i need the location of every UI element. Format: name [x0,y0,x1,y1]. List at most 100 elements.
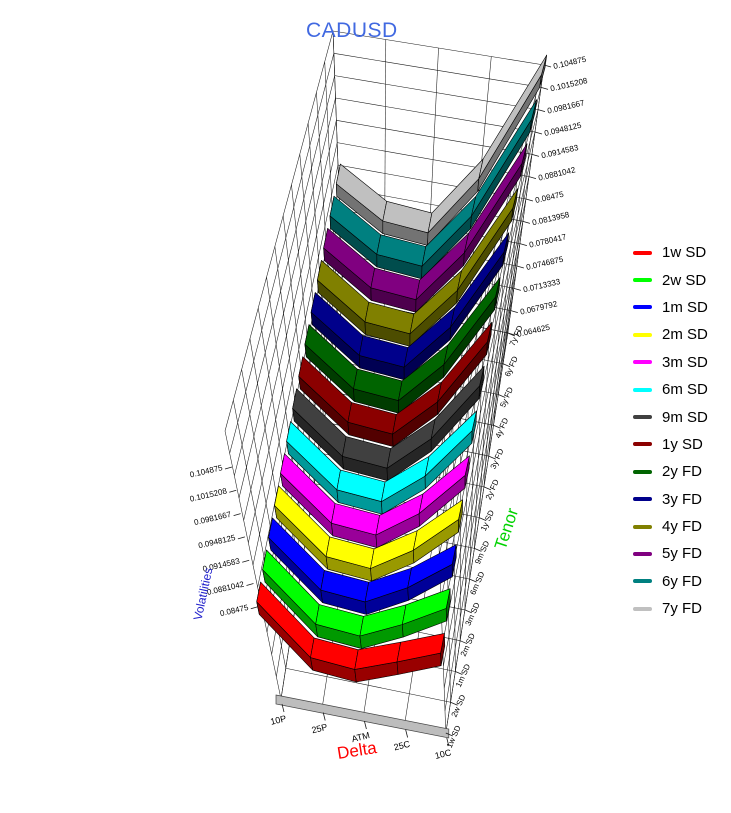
ribbon-top-face [450,232,510,328]
legend-swatch [633,332,652,337]
tenor-tick-label: 5y FD [498,385,515,408]
z-tick [540,86,549,90]
legend-swatch [633,278,652,283]
legend-label: 3y FD [662,490,703,508]
grid-line [252,164,339,566]
z-tick [516,265,524,269]
ribbon-top-face [407,544,457,589]
ribbon-1m-sd [268,517,457,615]
legend-label: 1m SD [662,298,708,316]
ribbon-top-face [463,143,528,254]
legend-label: 2w SD [662,271,707,289]
grid-line [224,30,334,432]
legend-swatch [633,360,652,365]
legend-item-3y-fd: 3y FD [633,486,708,513]
z-tick [528,176,537,180]
ribbon-6y-fd [329,99,538,280]
tenor-tick-label: 1m SD [454,662,472,688]
delta-tick-label: 10C [434,747,453,761]
tenor-tick [464,609,473,614]
delta-tick-label: 25C [393,739,412,753]
grid-line [229,53,335,454]
grid-line [474,280,487,549]
z-tick-label: 0.0713333 [522,277,561,294]
legend-label: 7y FD [662,600,703,618]
tenor-tick-label: 2y FD [484,478,501,501]
grid-line [445,332,509,734]
grid-line [444,310,512,711]
legend-item-1m-sd: 1m SD [633,294,708,321]
ribbon-4y-fd [317,188,519,347]
legend-item-6m-sd: 6m SD [633,376,708,403]
tenor-tick [445,732,453,737]
ribbon-3y-fd [310,232,510,381]
tenor-tick [474,548,482,552]
ribbon-9m-sd [292,365,485,482]
legend-swatch [633,579,652,584]
z-tick-label: 0.0813958 [531,210,570,227]
legend-label: 2m SD [662,326,708,344]
delta-tick [281,703,285,713]
grid-line [332,30,545,66]
tenor-tick-label: 6y FD [503,355,520,378]
z-tick-label: 0.104875 [552,55,587,71]
z-tick [537,109,546,113]
grid-line [488,188,512,457]
z-tick-label: 0.1015208 [549,76,588,93]
legend-item-2w-sd: 2w SD [633,266,708,293]
ribbon-series [256,54,548,683]
grid-line [443,265,518,667]
z-tick-label-left: 0.0981667 [193,510,232,527]
legend-label: 4y FD [662,518,703,536]
legend-swatch [633,415,652,420]
grid-line [243,120,337,521]
ribbon-3m-sd [280,453,470,548]
x-axis-base-strip [275,694,450,739]
chart-title: CADUSD [306,19,398,42]
legend-label: 6y FD [662,572,703,590]
delta-tick-label: 25P [310,722,328,736]
legend-swatch [633,606,652,611]
legend-item-5y-fd: 5y FD [633,540,708,567]
tenor-tick [450,701,458,706]
legend-item-6y-fd: 6y FD [633,568,708,595]
z-tick [522,220,531,224]
ribbon-top-face [437,321,493,403]
legend-swatch [633,524,652,529]
ribbon-2m-sd [274,485,463,582]
z-tick-label-left: 0.1015208 [189,486,228,503]
z-tick-left [229,489,237,493]
tenor-tick [507,332,515,337]
grid-line [238,97,336,499]
tenor-tick [469,578,477,583]
ribbon-6m-sd [286,410,477,515]
z-tick-label-left: 0.0948125 [197,533,236,550]
legend-swatch [633,442,652,447]
ribbon-top-face [471,99,538,217]
z-tick-label: 0.0780417 [528,232,567,249]
z-tick-label: 0.0746875 [525,255,564,272]
legend-item-2m-sd: 2m SD [633,321,708,348]
tenor-tick-label: 1y SD [479,509,496,533]
z-tick-label: 0.0881042 [537,165,576,182]
ribbon-2y-fd [304,277,501,414]
tenor-tick-label: 3m SD [464,601,482,627]
z-tick [534,131,543,135]
ribbon-5y-fd [323,143,528,313]
z-tick-left [237,536,246,540]
ribbon-top-face [478,54,548,179]
ribbon-top-face [401,588,451,625]
ribbon-2w-sd [262,549,451,649]
ribbon-top-face [424,410,477,477]
grid-line [282,215,315,484]
legend-item-7y-fd: 7y FD [633,595,708,622]
tenor-tick-label: 2w SD [450,693,468,718]
grid-line [248,142,338,543]
z-tick-left [233,513,241,516]
z-tick-label: 0.0981667 [546,98,585,115]
legend-item-3m-sd: 3m SD [633,349,708,376]
tenor-tick-label: 3y FD [489,447,506,470]
z-tick-label: 0.08475 [534,190,565,205]
legend-swatch [633,469,652,474]
